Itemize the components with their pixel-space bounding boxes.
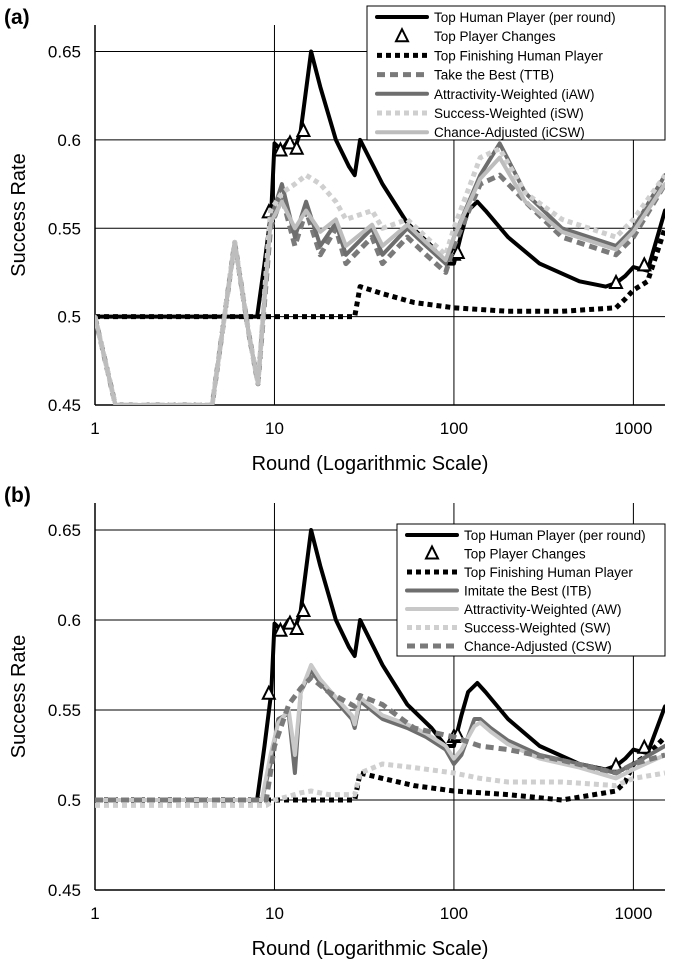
legend-label: Chance-Adjusted (CSW) [464,639,612,654]
y-tick-label: 0.5 [57,308,81,327]
series-line [95,663,665,802]
legend-label: Take the Best (TTB) [434,68,554,83]
player-change-marker [272,141,289,157]
legend-label: Attractivity-Weighted (AW) [464,602,622,617]
legend-swatch [394,26,410,43]
legend-label: Top Human Player (per round) [464,528,646,543]
legend-label: Top Player Changes [434,29,556,44]
legend-swatch [424,544,440,560]
player-change-marker [282,134,298,150]
y-tick-label: 0.65 [48,43,81,62]
x-tick-label: 1 [90,419,99,438]
player-change-marker [636,256,652,272]
series-group [95,49,665,405]
player-change-marker [295,121,312,138]
series-line [95,155,665,405]
y-tick-label: 0.45 [48,396,81,415]
legend: Top Human Player (per round) Top Player C… [366,5,666,141]
player-change-marker [450,243,466,259]
legend-label: Imitate the Best (ITB) [464,584,592,599]
legend-label: Top Finishing Human Player [434,48,603,63]
player-change-marker [608,273,624,290]
series-line [95,172,665,405]
legend-label: Success-Weighted (SW) [464,621,611,636]
legend-label: Success-Weighted (iSW) [434,106,584,121]
player-change-marker [636,738,652,754]
legend-label: Chance-Adjusted (iCSW) [434,125,585,140]
y-tick-label: 0.55 [48,219,81,238]
legend-label: Attractivity-Weighted (iAW) [434,87,595,102]
y-tick-label: 0.6 [57,131,81,150]
x-tick-label: 1000 [614,904,652,923]
x-axis-label: Round (Logarithmic Scale) [252,453,489,475]
legend: Top Human Player (per round) Top Player C… [396,523,666,657]
y-tick-label: 0.5 [57,791,81,810]
y-tick-label: 0.45 [48,881,81,900]
player-change-marker [295,601,312,617]
y-tick-label: 0.6 [57,611,81,630]
series-line [95,761,665,808]
y-tick-label: 0.65 [48,521,81,540]
player-change-marker [282,614,298,630]
chart-panel-b: 0.45 0.5 0.55 0.6 0.65 1 10 100 1000 Round (Logar… [4,484,666,960]
x-tick-label: 10 [265,419,284,438]
player-change-marker [289,139,305,155]
y-tick-label: 0.55 [48,701,81,720]
legend-label: Top Human Player (per round) [434,10,616,25]
series-line [95,227,665,320]
x-tick-label: 100 [440,904,468,923]
panel-label: (a) [4,6,30,29]
series-line [95,146,665,405]
series-group [95,528,665,808]
x-tick-label: 1000 [614,419,652,438]
x-tick-label: 1 [90,904,99,923]
series-line [95,675,665,803]
chart-panel-a: 0.45 0.5 0.55 0.6 0.65 1 10 100 1000 Round (Logar… [4,5,666,475]
panel-label: (b) [4,484,31,507]
x-axis-label: Round (Logarithmic Scale) [252,938,489,960]
y-axis-label: Success Rate [8,635,30,758]
legend-label: Top Finishing Human Player [464,565,633,580]
player-change-marker [272,621,289,637]
series-line [95,668,665,802]
player-change-marker [289,619,305,635]
y-axis-label: Success Rate [8,153,30,276]
x-tick-label: 10 [265,904,284,923]
x-tick-label: 100 [440,419,468,438]
legend-label: Top Player Changes [464,547,586,562]
player-change-marker [261,684,277,700]
